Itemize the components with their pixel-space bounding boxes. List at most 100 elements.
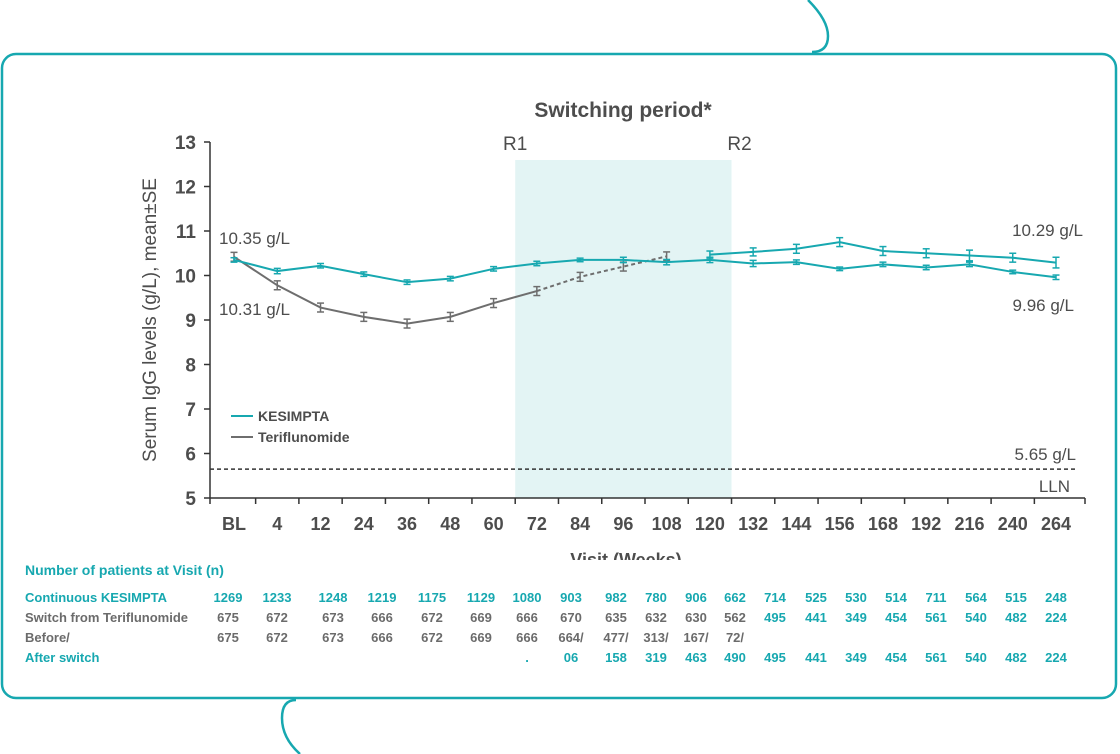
- x-tick-label: 240: [998, 514, 1028, 534]
- table-row: Switch from Teriflunomide 675 672 673 666 672…: [0, 610, 1120, 628]
- kesimpta-error-bar: [663, 258, 671, 266]
- y-tick-labels: 5 6 7 8 9 10 11 12 13: [175, 133, 197, 510]
- frame-top-tab: [807, 0, 830, 54]
- table-cell: 224: [1045, 650, 1067, 665]
- kesimpta-switched-error-bar: [965, 249, 973, 262]
- teriflunomide-error-bar: [490, 297, 498, 309]
- kesimpta-baseline-label: 10.35 g/L: [219, 229, 290, 248]
- table-cell: 482: [1005, 610, 1027, 625]
- teriflunomide-baseline-label: 10.31 g/L: [219, 300, 290, 319]
- kesimpta-error-bar: [879, 261, 887, 268]
- x-tick-labels: BL 4 12 24 36 48 60 72 84 96 108 120 132 144 156 168 192…: [222, 514, 1071, 534]
- y-tick-label: 10: [175, 267, 196, 288]
- kesimpta-error-bar: [230, 256, 238, 263]
- x-tick-label: 192: [911, 514, 941, 534]
- table-cell: 06: [563, 650, 579, 665]
- table-cell: 672: [421, 610, 443, 625]
- lln-label: LLN: [1039, 477, 1070, 496]
- table-cell: 540: [965, 650, 987, 665]
- table-cell: 1248: [318, 590, 348, 605]
- table-cell: 672: [421, 630, 443, 645]
- table-cell: 313/: [643, 630, 669, 645]
- table-cell: 714: [764, 590, 786, 605]
- lln-value-label: 5.65 g/L: [1015, 445, 1076, 464]
- table-cell: 463: [685, 650, 707, 665]
- x-tick-label: 84: [570, 514, 590, 534]
- switching-period-band: [515, 160, 732, 498]
- y-tick-label: 13: [175, 133, 196, 154]
- table-cell: 525: [805, 590, 827, 605]
- table-cell: 482: [1005, 650, 1027, 665]
- x-tick-label: 216: [954, 514, 984, 534]
- table-cell: 441: [805, 650, 827, 665]
- y-tick-label: 5: [185, 489, 196, 510]
- igg-line-chart: Switching period* R1 R2 5 6 7 8 9 10 11 12 13 BL…: [140, 99, 1086, 560]
- x-tick-label: 24: [354, 514, 374, 534]
- y-tick-label: 9: [185, 311, 196, 332]
- kesimpta-error-bar: [922, 264, 930, 271]
- table-cell: 167/: [683, 630, 709, 645]
- x-tick-label: 48: [440, 514, 460, 534]
- x-tick-label: 264: [1041, 514, 1071, 534]
- x-axis-label: Visit (Weeks): [570, 550, 681, 560]
- table-cell: 673: [322, 630, 344, 645]
- x-tick-label: 96: [613, 514, 633, 534]
- table-cell: 564: [965, 590, 987, 605]
- kesimpta-error-bar: [317, 262, 325, 269]
- table-cell: 349: [845, 610, 867, 625]
- kesimpta-end-label: 10.29 g/L: [1012, 221, 1083, 240]
- kesimpta-switched-error-bar: [749, 247, 757, 257]
- kesimpta-switched-error-bar: [922, 248, 930, 259]
- table-cell: 1233: [262, 590, 292, 605]
- y-tick-label: 6: [185, 445, 196, 466]
- r2-label: R2: [727, 134, 751, 155]
- teriflunomide-line: [233, 255, 538, 325]
- table-cell: 711: [925, 590, 947, 605]
- table-cell: .: [525, 650, 529, 665]
- kesimpta-error-bar: [1052, 274, 1060, 281]
- legend-kesimpta-label: KESIMPTA: [258, 408, 329, 424]
- table-cell: 669: [470, 610, 492, 625]
- x-tick-label: 72: [527, 514, 547, 534]
- kesimpta-error-bar: [490, 265, 498, 272]
- x-tick-label: 108: [652, 514, 682, 534]
- card-border: [0, 52, 1118, 700]
- x-tick-label: 4: [272, 514, 282, 534]
- kesimpta-error-bar: [965, 261, 973, 268]
- table-cell: 1080: [512, 590, 542, 605]
- kesimpta-switched-error-bar: [1052, 256, 1060, 269]
- table-cell: 349: [845, 650, 867, 665]
- table-cell: 630: [685, 610, 707, 625]
- x-tick-label: 60: [484, 514, 504, 534]
- kesimpta-error-bar: [749, 259, 757, 268]
- table-cell: 248: [1045, 590, 1067, 605]
- table-cell: 1175: [417, 590, 447, 605]
- table-cell: 495: [764, 650, 786, 665]
- kesimpta-error-bar: [533, 260, 541, 267]
- table-cell: 664/: [558, 630, 584, 645]
- table-cell: 477/: [603, 630, 629, 645]
- table-cell: 561: [925, 610, 947, 625]
- table-cell: 666: [371, 610, 393, 625]
- table-row-label: Switch from Teriflunomide: [25, 610, 188, 625]
- table-row-label: After switch: [25, 650, 100, 665]
- teriflunomide-error-bar: [273, 280, 281, 291]
- kesimpta-error-bar: [273, 267, 281, 275]
- table-cell: 666: [371, 630, 393, 645]
- table-row: After switch. 06 158 319 463 490 495 441 349 454 5…: [0, 650, 1120, 668]
- table-cell: 319: [645, 650, 667, 665]
- y-tick-label: 11: [176, 222, 197, 243]
- teriflunomide-error-bar: [533, 285, 541, 297]
- table-row: Continuous KESIMPTA 1269 1233 1248 1219 1175 1…: [0, 590, 1120, 608]
- y-tick-label: 7: [185, 400, 196, 421]
- kesimpta-switched-error-bar: [836, 236, 844, 248]
- table-row-label: Before/: [25, 630, 70, 645]
- x-tick-label: 12: [311, 514, 331, 534]
- y-tick-label: 12: [175, 178, 196, 199]
- teriflunomide-error-bar: [576, 271, 584, 283]
- table-cell: 561: [925, 650, 947, 665]
- kesimpta-error-bar: [576, 257, 584, 263]
- x-tick-label: 132: [738, 514, 768, 534]
- table-cell: 669: [470, 630, 492, 645]
- table-cell: 662: [724, 590, 746, 605]
